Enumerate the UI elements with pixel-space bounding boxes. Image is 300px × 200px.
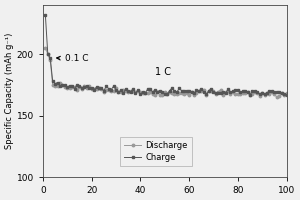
Charge xyxy=(268,90,271,92)
Text: 1 C: 1 C xyxy=(155,67,171,77)
Discharge xyxy=(265,92,269,95)
Line: Discharge: Discharge xyxy=(44,47,288,98)
Charge xyxy=(100,87,103,89)
Charge xyxy=(248,94,252,96)
Discharge xyxy=(90,88,93,90)
Discharge xyxy=(272,93,276,95)
Discharge xyxy=(285,92,288,94)
Charge xyxy=(187,90,191,92)
Discharge xyxy=(275,96,279,98)
Discharge xyxy=(168,91,171,93)
Charge xyxy=(44,14,47,16)
Text: 0.1 C: 0.1 C xyxy=(57,54,88,63)
Line: Charge: Charge xyxy=(44,13,288,96)
Charge xyxy=(90,87,93,89)
Legend: Discharge, Charge: Discharge, Charge xyxy=(120,137,192,166)
Charge xyxy=(275,91,279,94)
Charge xyxy=(285,93,288,96)
Y-axis label: Specific Capacity (mAh g⁻¹): Specific Capacity (mAh g⁻¹) xyxy=(5,33,14,149)
Charge xyxy=(168,90,171,92)
Discharge xyxy=(100,87,103,90)
Discharge xyxy=(44,47,47,49)
Discharge xyxy=(187,93,191,96)
